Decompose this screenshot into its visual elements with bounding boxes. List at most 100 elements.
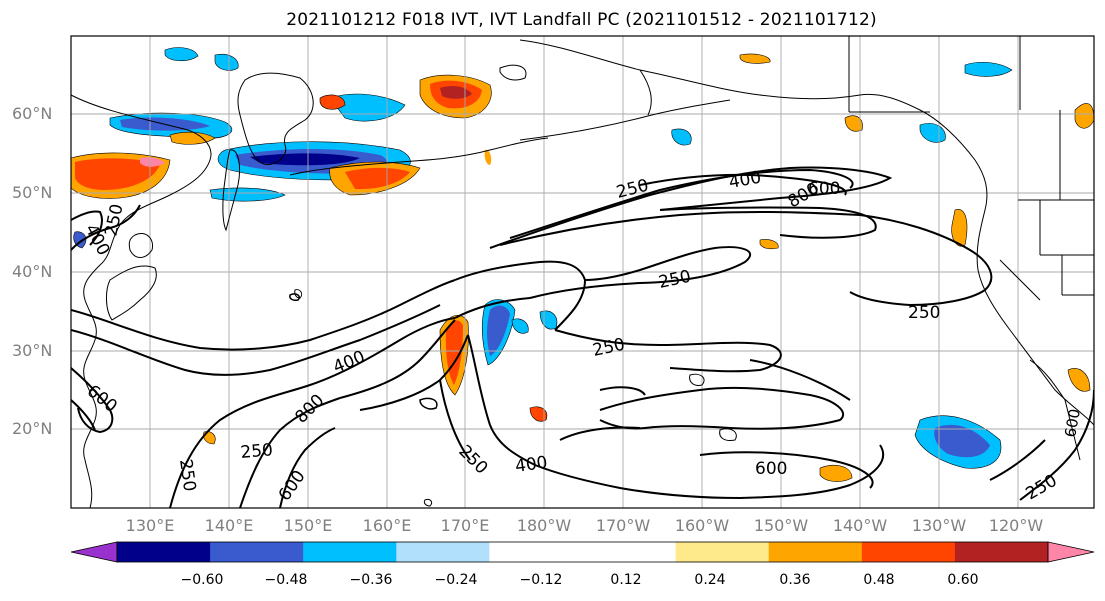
contour-label: 800 — [291, 390, 328, 427]
pc-region-positive — [440, 86, 472, 99]
kamchatka-coastline — [237, 72, 314, 166]
pc-region-positive — [319, 94, 346, 110]
pc-region-positive — [529, 406, 548, 422]
pc-region-positive — [484, 149, 492, 165]
islands — [719, 428, 737, 441]
contour-label: 400 — [514, 453, 549, 477]
lat-label: 20°N — [12, 419, 53, 438]
colorbar-tick-label: 0.24 — [694, 572, 726, 588]
contour-label: 250 — [454, 441, 491, 478]
islands — [689, 373, 705, 386]
contour-label: 600 — [83, 381, 121, 417]
contour-label: 600 — [1061, 407, 1084, 438]
japan-coastline — [128, 233, 154, 258]
alaska-coastline — [639, 69, 652, 116]
colorbar-bin — [489, 542, 583, 562]
pc-region-positive — [169, 131, 216, 145]
colorbar-bin — [768, 542, 863, 562]
lon-label: 130°E — [125, 516, 175, 535]
pc-region-negative — [919, 123, 946, 143]
lat-label: 40°N — [12, 262, 53, 281]
pc-region-positive — [140, 157, 165, 167]
islands — [423, 499, 433, 507]
lon-label: 180°W — [516, 516, 572, 535]
borders — [848, 36, 1094, 301]
pc-region-positive — [759, 239, 779, 250]
ivt-contours — [71, 166, 1094, 508]
pc-region-negative — [209, 187, 286, 202]
plot-frame — [70, 35, 1095, 509]
baja-coastline — [1029, 359, 1081, 461]
colorbar-bin — [954, 542, 1049, 562]
colorbar-bin — [117, 542, 211, 562]
pc-region-positive — [739, 53, 771, 64]
map-title: 2021101212 F018 IVT, IVT Landfall PC (20… — [286, 10, 877, 30]
sakhalin-coastline — [222, 149, 241, 232]
colorbar-tick-label: −0.24 — [434, 572, 478, 588]
lon-label: 140°E — [204, 516, 254, 535]
contour-label: 250 — [175, 458, 199, 493]
pc-region-positive — [844, 115, 863, 132]
islands — [499, 64, 527, 81]
contour-label: 250 — [591, 335, 627, 361]
pc-region-positive — [345, 167, 410, 190]
colorbar-tick-label: 0.60 — [947, 572, 979, 588]
lon-label: 150°W — [753, 516, 809, 535]
contour-label: 400 — [330, 347, 368, 378]
pc-region-positive — [819, 465, 853, 482]
colorbar-bin — [303, 542, 397, 562]
colorbar-bin — [861, 542, 956, 562]
lon-label: 150°E — [283, 516, 333, 535]
colorbar-tick-label: −0.12 — [519, 572, 563, 588]
contour-label: 250 — [1023, 471, 1061, 505]
lon-label: 170°E — [440, 516, 490, 535]
pc-region-positive — [1074, 103, 1094, 129]
lat-label: 50°N — [12, 183, 53, 202]
pc-region-negative — [934, 424, 990, 458]
pc-region-negative — [964, 61, 1013, 77]
colorbar-tick-label: −0.60 — [180, 572, 224, 588]
lat-label: 60°N — [12, 104, 53, 123]
aleutian-chain — [289, 137, 549, 176]
coastlines — [71, 39, 1094, 508]
pc-region-positive — [75, 158, 160, 190]
contour-label: 600 — [275, 467, 310, 505]
japan-coastline — [106, 265, 157, 321]
graticule — [71, 36, 1094, 508]
colorbar-bin — [582, 542, 677, 562]
contour-label: 250 — [614, 176, 650, 203]
lon-label: 160°E — [362, 516, 412, 535]
contour-label: 250 — [657, 267, 693, 293]
contour-label: 250 — [101, 202, 127, 238]
lon-label: 140°W — [832, 516, 888, 535]
lon-label: 170°W — [595, 516, 651, 535]
contour-label: 400 — [727, 168, 762, 193]
pc-region-negative — [539, 310, 558, 330]
lon-label: 130°W — [911, 516, 967, 535]
colorbar-bin — [210, 542, 304, 562]
pc-region-negative — [164, 47, 199, 62]
alaska-peninsula — [519, 99, 731, 141]
colorbar-tick-label: 0.48 — [863, 572, 895, 588]
colorbar-bin — [396, 542, 490, 562]
pc-region-positive — [1067, 368, 1091, 392]
colorbar-extend-low — [70, 541, 118, 563]
colorbar-frame — [116, 541, 1049, 563]
lat-label: 30°N — [12, 341, 53, 360]
contour-label: 250 — [908, 303, 940, 323]
pc-region-negative — [487, 305, 510, 356]
lon-label: 120°W — [988, 516, 1044, 535]
pc-region-negative — [511, 318, 529, 334]
contour-label: 600 — [808, 179, 840, 199]
colorbar-tick-label: 0.36 — [779, 572, 811, 588]
pc-region-negative — [671, 128, 692, 146]
colorbar-tick-label: −0.36 — [349, 572, 393, 588]
colorbar — [70, 541, 1095, 563]
asia-coastline — [71, 94, 212, 508]
contour-label: 600 — [755, 459, 787, 479]
colorbar-tick-label: −0.48 — [264, 572, 308, 588]
alaska-coastline — [519, 39, 1094, 426]
contour-label: 250 — [240, 440, 274, 463]
colorbar-tick-label: 0.12 — [610, 572, 642, 588]
